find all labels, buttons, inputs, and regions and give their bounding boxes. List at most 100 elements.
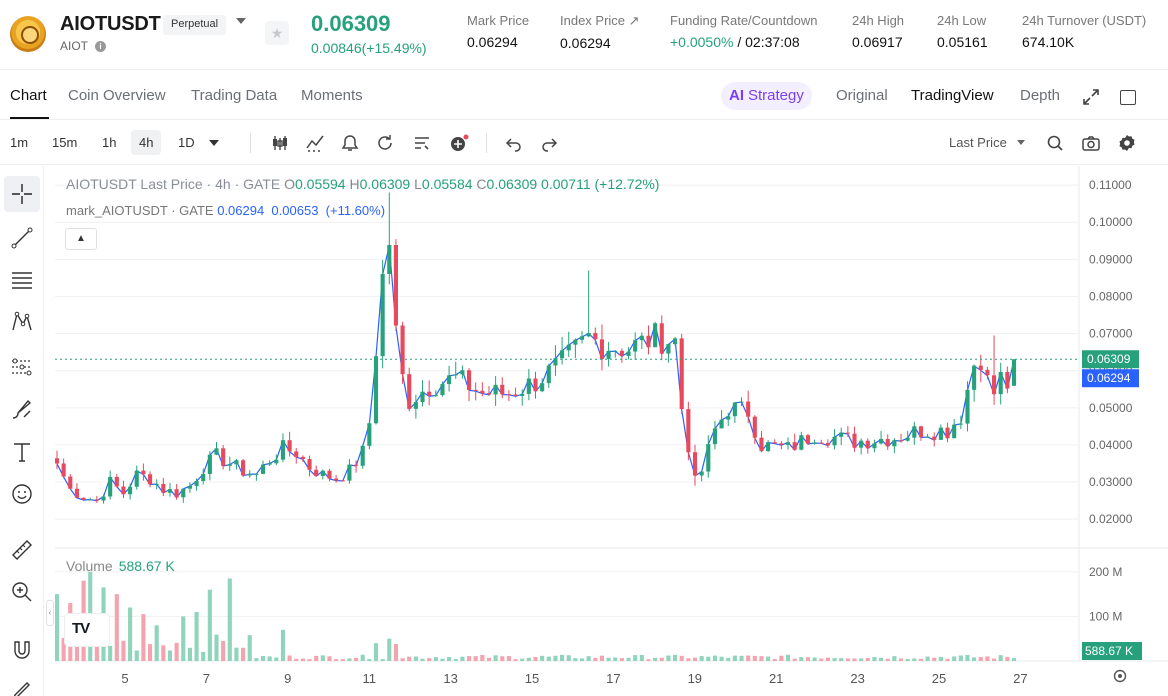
emoji-tool[interactable] [4,476,40,512]
price-type-dropdown-icon[interactable] [1017,140,1025,145]
volume-bar [945,658,950,661]
mark-legend-symbol[interactable]: mark_AIOTUSDT · GATE [66,203,214,218]
add-indicator-icon[interactable] [449,133,469,153]
candles-icon[interactable] [270,133,290,153]
volume-bar [174,642,179,661]
window-mode-icon[interactable] [1120,90,1136,105]
legend-collapse-button[interactable]: ▲ [65,228,97,250]
replay-icon[interactable] [375,133,395,153]
tab-chart[interactable]: Chart [10,87,47,104]
legend-symbol[interactable]: AIOTUSDT Last Price · 4h · GATE [66,176,281,192]
y-tick-label: 0.09000 [1089,252,1133,266]
candle-body [859,440,864,448]
volume-bar [340,659,345,661]
text-tool[interactable] [4,434,40,470]
symbol-name[interactable]: AIOTUSDT [60,13,161,35]
price-change: 0.00846(+15.49%) [311,40,427,56]
tab-coin-overview[interactable]: Coin Overview [68,87,166,104]
magnet-tool[interactable] [4,632,40,668]
pattern-tool[interactable] [4,304,40,340]
horizontal-lines-tool[interactable] [4,262,40,298]
volume-label[interactable]: Volume [66,558,113,574]
candle-body [759,437,764,452]
candle-body [294,451,299,457]
timeframe-4h[interactable]: 4h [131,130,162,155]
undo-icon[interactable] [504,133,524,153]
zoom-in-icon [12,582,32,602]
stat-label: 24h Low [937,13,987,28]
candle-body [340,480,345,482]
stat-label: Index Price ↗ [560,13,640,28]
price-type-select[interactable]: Last Price [949,135,1007,150]
timeframe-1m[interactable]: 1m [10,135,29,150]
candle-body [546,365,551,384]
tab-original[interactable]: Original [836,87,888,104]
volume-bar [61,637,66,661]
stat-index-price[interactable]: Index Price ↗ 0.06294 [560,13,640,51]
candle-body [785,442,791,445]
templates-icon[interactable] [412,133,432,153]
volume-bar [918,658,924,661]
candle-body [898,440,904,442]
stat-label: 24h Turnover (USDT) [1022,13,1147,28]
indicators-icon[interactable] [305,133,325,153]
candle-body [380,274,385,357]
tab-moments[interactable]: Moments [301,87,363,104]
candle-body [314,469,319,476]
crosshair-tool[interactable] [4,176,40,212]
candle-body [473,389,478,391]
camera-icon[interactable] [1081,133,1101,153]
sidebar-collapse-handle[interactable]: ‹ [46,600,54,626]
chart-canvas[interactable]: 0.110000.100000.090000.080000.070000.060… [55,166,1168,696]
candle-body [81,497,86,500]
tradingview-logo-icon[interactable]: TV [65,614,109,646]
volume-bar [533,656,538,661]
volume-bar [732,655,737,661]
volume-tick-label: 200 M [1089,565,1122,579]
volume-bar [952,656,957,661]
timeframe-1d[interactable]: 1D [178,135,195,150]
favorite-star-button[interactable]: ★ [265,21,289,45]
trendline-tool[interactable] [4,220,40,256]
search-icon[interactable] [1045,133,1065,153]
volume-bar [746,655,751,661]
lock-tool[interactable] [4,672,40,696]
toolbar-divider [486,133,487,153]
candle-body [579,336,585,340]
candle-body [513,394,518,396]
timeframe-1h[interactable]: 1h [102,135,117,150]
timeframe-dropdown-icon[interactable] [209,140,219,146]
candle-body [108,476,113,497]
settings-icon[interactable] [1117,133,1137,153]
volume-bar [373,643,379,661]
base-asset-label: AIOT [60,39,89,53]
tab-depth[interactable]: Depth [1020,87,1061,104]
measure-tool[interactable] [4,532,40,568]
candle-body [493,384,498,395]
redo-icon[interactable] [539,133,559,153]
brush-tool[interactable] [4,392,40,428]
expand-icon[interactable] [1082,88,1100,106]
candle-body [287,440,292,452]
candle-body [393,244,398,326]
ai-strategy-button[interactable]: AI Strategy [721,82,812,110]
info-icon[interactable]: i [95,41,106,52]
candle-body [387,244,392,275]
price-chart[interactable]: 0.110000.100000.090000.080000.070000.060… [55,166,1168,696]
volume-bar [739,655,744,661]
timeframe-15m[interactable]: 15m [52,135,78,150]
tab-trading-data[interactable]: Trading Data [191,87,278,104]
chart-settings-icon[interactable] [1112,668,1128,684]
candle-body [852,433,857,448]
chevron-down-icon[interactable] [236,18,246,24]
volume-bar [320,655,325,661]
candle-body [626,351,631,356]
tab-tradingview[interactable]: TradingView [911,87,994,104]
zoom-tool[interactable] [4,574,40,610]
volume-bar [267,656,272,661]
y-tick-label: 0.05000 [1089,401,1133,415]
prediction-tool[interactable] [4,348,40,384]
volume-bar [879,657,884,661]
candle-body [865,440,870,449]
alert-icon[interactable] [340,133,360,153]
